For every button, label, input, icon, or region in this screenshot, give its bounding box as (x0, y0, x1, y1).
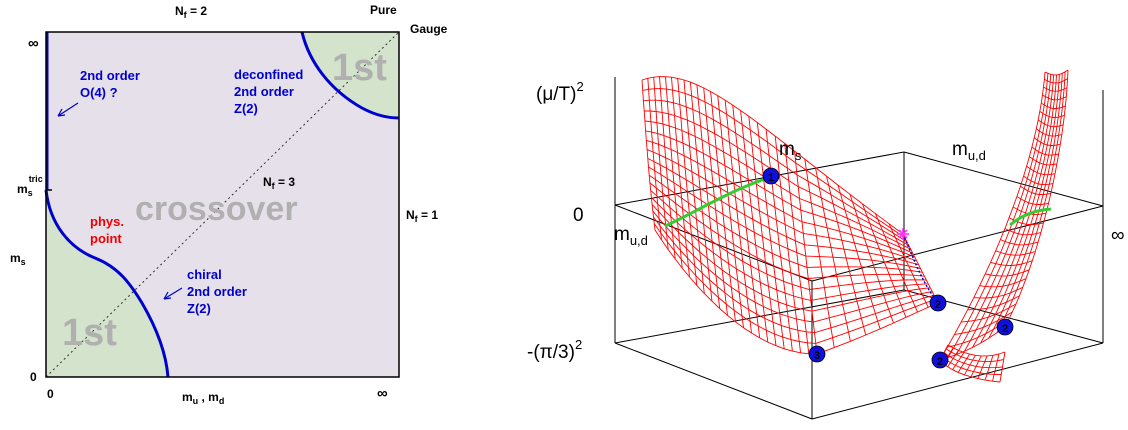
mesh-line (651, 204, 931, 312)
mesh-line (646, 149, 917, 262)
columbia-plot: 1st 1st crossover 2nd order O(4) ? decon… (10, 3, 448, 406)
mesh-line (649, 182, 925, 279)
tricritical-line (902, 233, 939, 304)
mesh-line (988, 73, 1063, 339)
nf2-label: Nf = 2 (175, 4, 207, 20)
marker-1: 1 (762, 167, 780, 185)
deconfinement-critical-line (300, 31, 400, 120)
mesh-line (644, 110, 910, 246)
svg-text:2: 2 (935, 299, 941, 311)
neg-pi-over-3-label: -(π/3)2 (527, 337, 582, 363)
origin-y-label: 0 (30, 370, 37, 384)
mesh-line (652, 210, 933, 323)
mesh-line (1004, 69, 1069, 328)
nf1-label: Nf = 1 (406, 208, 438, 224)
mesh-line (947, 73, 1049, 358)
mesh-line (644, 120, 912, 250)
right-infinity-label: ∞ (1111, 225, 1125, 246)
mesh-line (980, 74, 1060, 344)
mesh-line (647, 158, 919, 266)
x-infinity-label: ∞ (377, 385, 388, 402)
mesh-line (943, 352, 1003, 369)
mud-left-label-3d: mu,d (614, 224, 648, 248)
pure-gauge-label-2: Gauge (410, 22, 448, 36)
deconfined-label-2: 2nd order (234, 84, 294, 99)
mesh-line (945, 348, 1004, 363)
mesh-line (642, 88, 906, 239)
marker-2-upper: 2 (929, 294, 947, 312)
mesh-line (648, 174, 923, 273)
origin-x-label: 0 (47, 387, 54, 401)
pink-star-marker (897, 228, 909, 240)
nf3-label: Nf = 3 (263, 175, 295, 191)
second-order-o4-label-1: 2nd order (80, 68, 140, 83)
plot-frame (45, 31, 400, 378)
phys-point-label-1: phys. (90, 214, 124, 229)
marker-3: 3 (808, 345, 826, 363)
svg-text:2: 2 (1002, 323, 1008, 335)
first-order-label-bottom: 1st (62, 312, 117, 354)
ms-tric-label: mstric (17, 174, 43, 198)
marker-2-right: 2 (996, 318, 1014, 336)
svg-text:1: 1 (768, 172, 774, 184)
chiral-arrow-head (163, 291, 172, 300)
mesh-line (972, 74, 1057, 348)
mesh-line (653, 223, 937, 344)
phase-surface-3d: (μ/T)2 0 -(π/3)2 ms mu,d mu,d ∞ 1 2 2 2 … (527, 69, 1125, 420)
phys-point-label-2: point (90, 231, 122, 246)
mesh-line (641, 76, 904, 235)
y-infinity-label: ∞ (28, 35, 39, 52)
chiral-arrow (163, 287, 183, 300)
x-axis-label: mu , md (182, 390, 224, 406)
green-contour-right (1009, 207, 1052, 227)
mesh-line (646, 139, 915, 258)
crossover-label: crossover (135, 190, 298, 228)
deconfined-label-3: Z(2) (234, 101, 258, 116)
deconfined-label-1: deconfined (234, 67, 303, 82)
mesh-line (939, 71, 1046, 361)
chiral-critical-line (44, 189, 170, 378)
mesh-line (996, 71, 1066, 333)
pure-gauge-label-1: Pure (370, 3, 397, 17)
mesh-line (939, 359, 1001, 383)
second-order-o4-label-2: O(4) ? (80, 85, 118, 100)
o4-arrow-head (57, 108, 66, 117)
mesh-line (947, 344, 1006, 357)
green-contour-left (664, 175, 772, 228)
mesh-line (645, 130, 913, 254)
mesh-line (648, 166, 921, 269)
mesh-line (964, 74, 1055, 352)
mud-top-label-3d: mu,d (952, 139, 986, 163)
chiral-label-3: Z(2) (187, 301, 211, 316)
mesh-line (651, 197, 929, 301)
nf3-diagonal (45, 31, 400, 378)
mesh-line (650, 190, 927, 290)
mesh-line (955, 74, 1052, 355)
marker-2-lower: 2 (931, 351, 949, 369)
mesh-line (862, 203, 907, 318)
first-order-label-top: 1st (332, 47, 387, 89)
svg-text:3: 3 (814, 350, 820, 362)
mesh-line (941, 355, 1002, 375)
ms-axis-label-3d: ms (779, 139, 802, 163)
mesh-line (654, 229, 939, 355)
o4-arrow (57, 102, 79, 117)
svg-text:2: 2 (937, 356, 943, 368)
mesh-line (643, 99, 908, 243)
chiral-label-2: 2nd order (187, 284, 247, 299)
mu-over-t-squared-label: (μ/T)2 (536, 79, 584, 105)
chiral-label-1: chiral (187, 267, 222, 282)
surface-mesh (641, 69, 1069, 383)
zero-label: 0 (573, 205, 584, 226)
ms-axis-label: ms (10, 251, 26, 267)
first-order-region-heavy-quarks (302, 32, 399, 118)
mesh-line (653, 217, 935, 334)
mesh-line (696, 84, 721, 309)
first-order-region-light-quarks (46, 190, 168, 377)
